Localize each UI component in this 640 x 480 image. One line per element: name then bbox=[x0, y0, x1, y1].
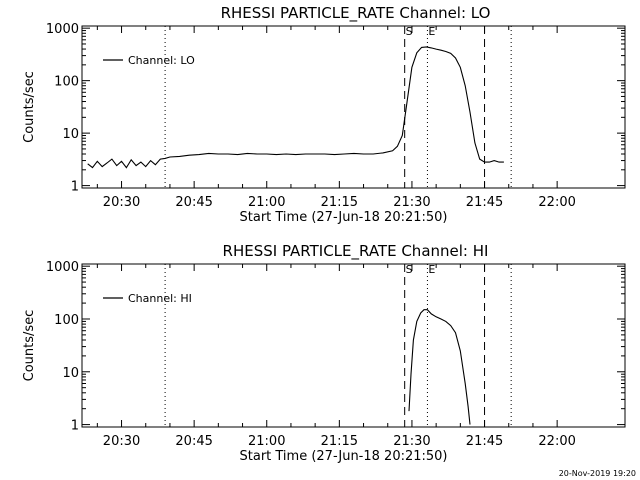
chart-title: RHESSI PARTICLE_RATE Channel: LO bbox=[221, 4, 491, 23]
x-tick-label: 22:00 bbox=[538, 195, 575, 210]
x-tick-label: 21:45 bbox=[466, 434, 503, 449]
y-tick-label: 10 bbox=[62, 127, 79, 142]
x-tick-label: 21:30 bbox=[393, 195, 430, 210]
start-marker-label: S bbox=[406, 263, 413, 276]
x-tick-label: 21:15 bbox=[321, 195, 358, 210]
legend-label: Channel: LO bbox=[128, 54, 195, 67]
y-tick-label: 1 bbox=[71, 180, 79, 195]
start-marker-label: S bbox=[406, 25, 413, 38]
x-tick-label: 21:30 bbox=[393, 434, 430, 449]
x-axis-label: Start Time (27-Jun-18 20:21:50) bbox=[240, 210, 448, 225]
plot-frame bbox=[81, 25, 626, 189]
x-tick-label: 20:45 bbox=[175, 434, 212, 449]
chart-panel-hi: RHESSI PARTICLE_RATE Channel: HI 1 10 100 10… bbox=[22, 242, 626, 464]
x-tick-label: 21:15 bbox=[321, 434, 358, 449]
end-marker-label: E bbox=[428, 25, 435, 38]
y-tick-label: 100 bbox=[54, 313, 79, 328]
data-series-line bbox=[408, 309, 471, 425]
x-tick-label: 20:30 bbox=[103, 434, 140, 449]
y-axis-label: Counts/sec bbox=[22, 310, 37, 382]
chart-panel-lo: RHESSI PARTICLE_RATE Channel: LO 1 10 100 10… bbox=[22, 4, 626, 225]
x-tick-label: 20:30 bbox=[103, 195, 140, 210]
x-tick-label: 21:00 bbox=[248, 195, 285, 210]
y-tick-label: 100 bbox=[54, 75, 79, 90]
y-tick-label: 1000 bbox=[46, 22, 79, 37]
chart-title: RHESSI PARTICLE_RATE Channel: HI bbox=[223, 242, 489, 261]
legend-label: Channel: HI bbox=[128, 292, 192, 305]
end-marker-label: E bbox=[428, 263, 435, 276]
y-tick-label: 1 bbox=[71, 419, 79, 434]
x-tick-label: 21:00 bbox=[248, 434, 285, 449]
y-tick-label: 10 bbox=[62, 366, 79, 381]
y-tick-label: 1000 bbox=[46, 260, 79, 275]
plot-frame bbox=[81, 263, 626, 428]
y-axis-label: Counts/sec bbox=[22, 71, 37, 143]
x-tick-label: 20:45 bbox=[175, 195, 212, 210]
x-tick-label: 22:00 bbox=[538, 434, 575, 449]
x-axis-label: Start Time (27-Jun-18 20:21:50) bbox=[240, 449, 448, 464]
x-tick-label: 21:45 bbox=[466, 195, 503, 210]
footer-timestamp: 20-Nov-2019 19:20 bbox=[558, 469, 636, 478]
data-series-line bbox=[87, 46, 504, 169]
